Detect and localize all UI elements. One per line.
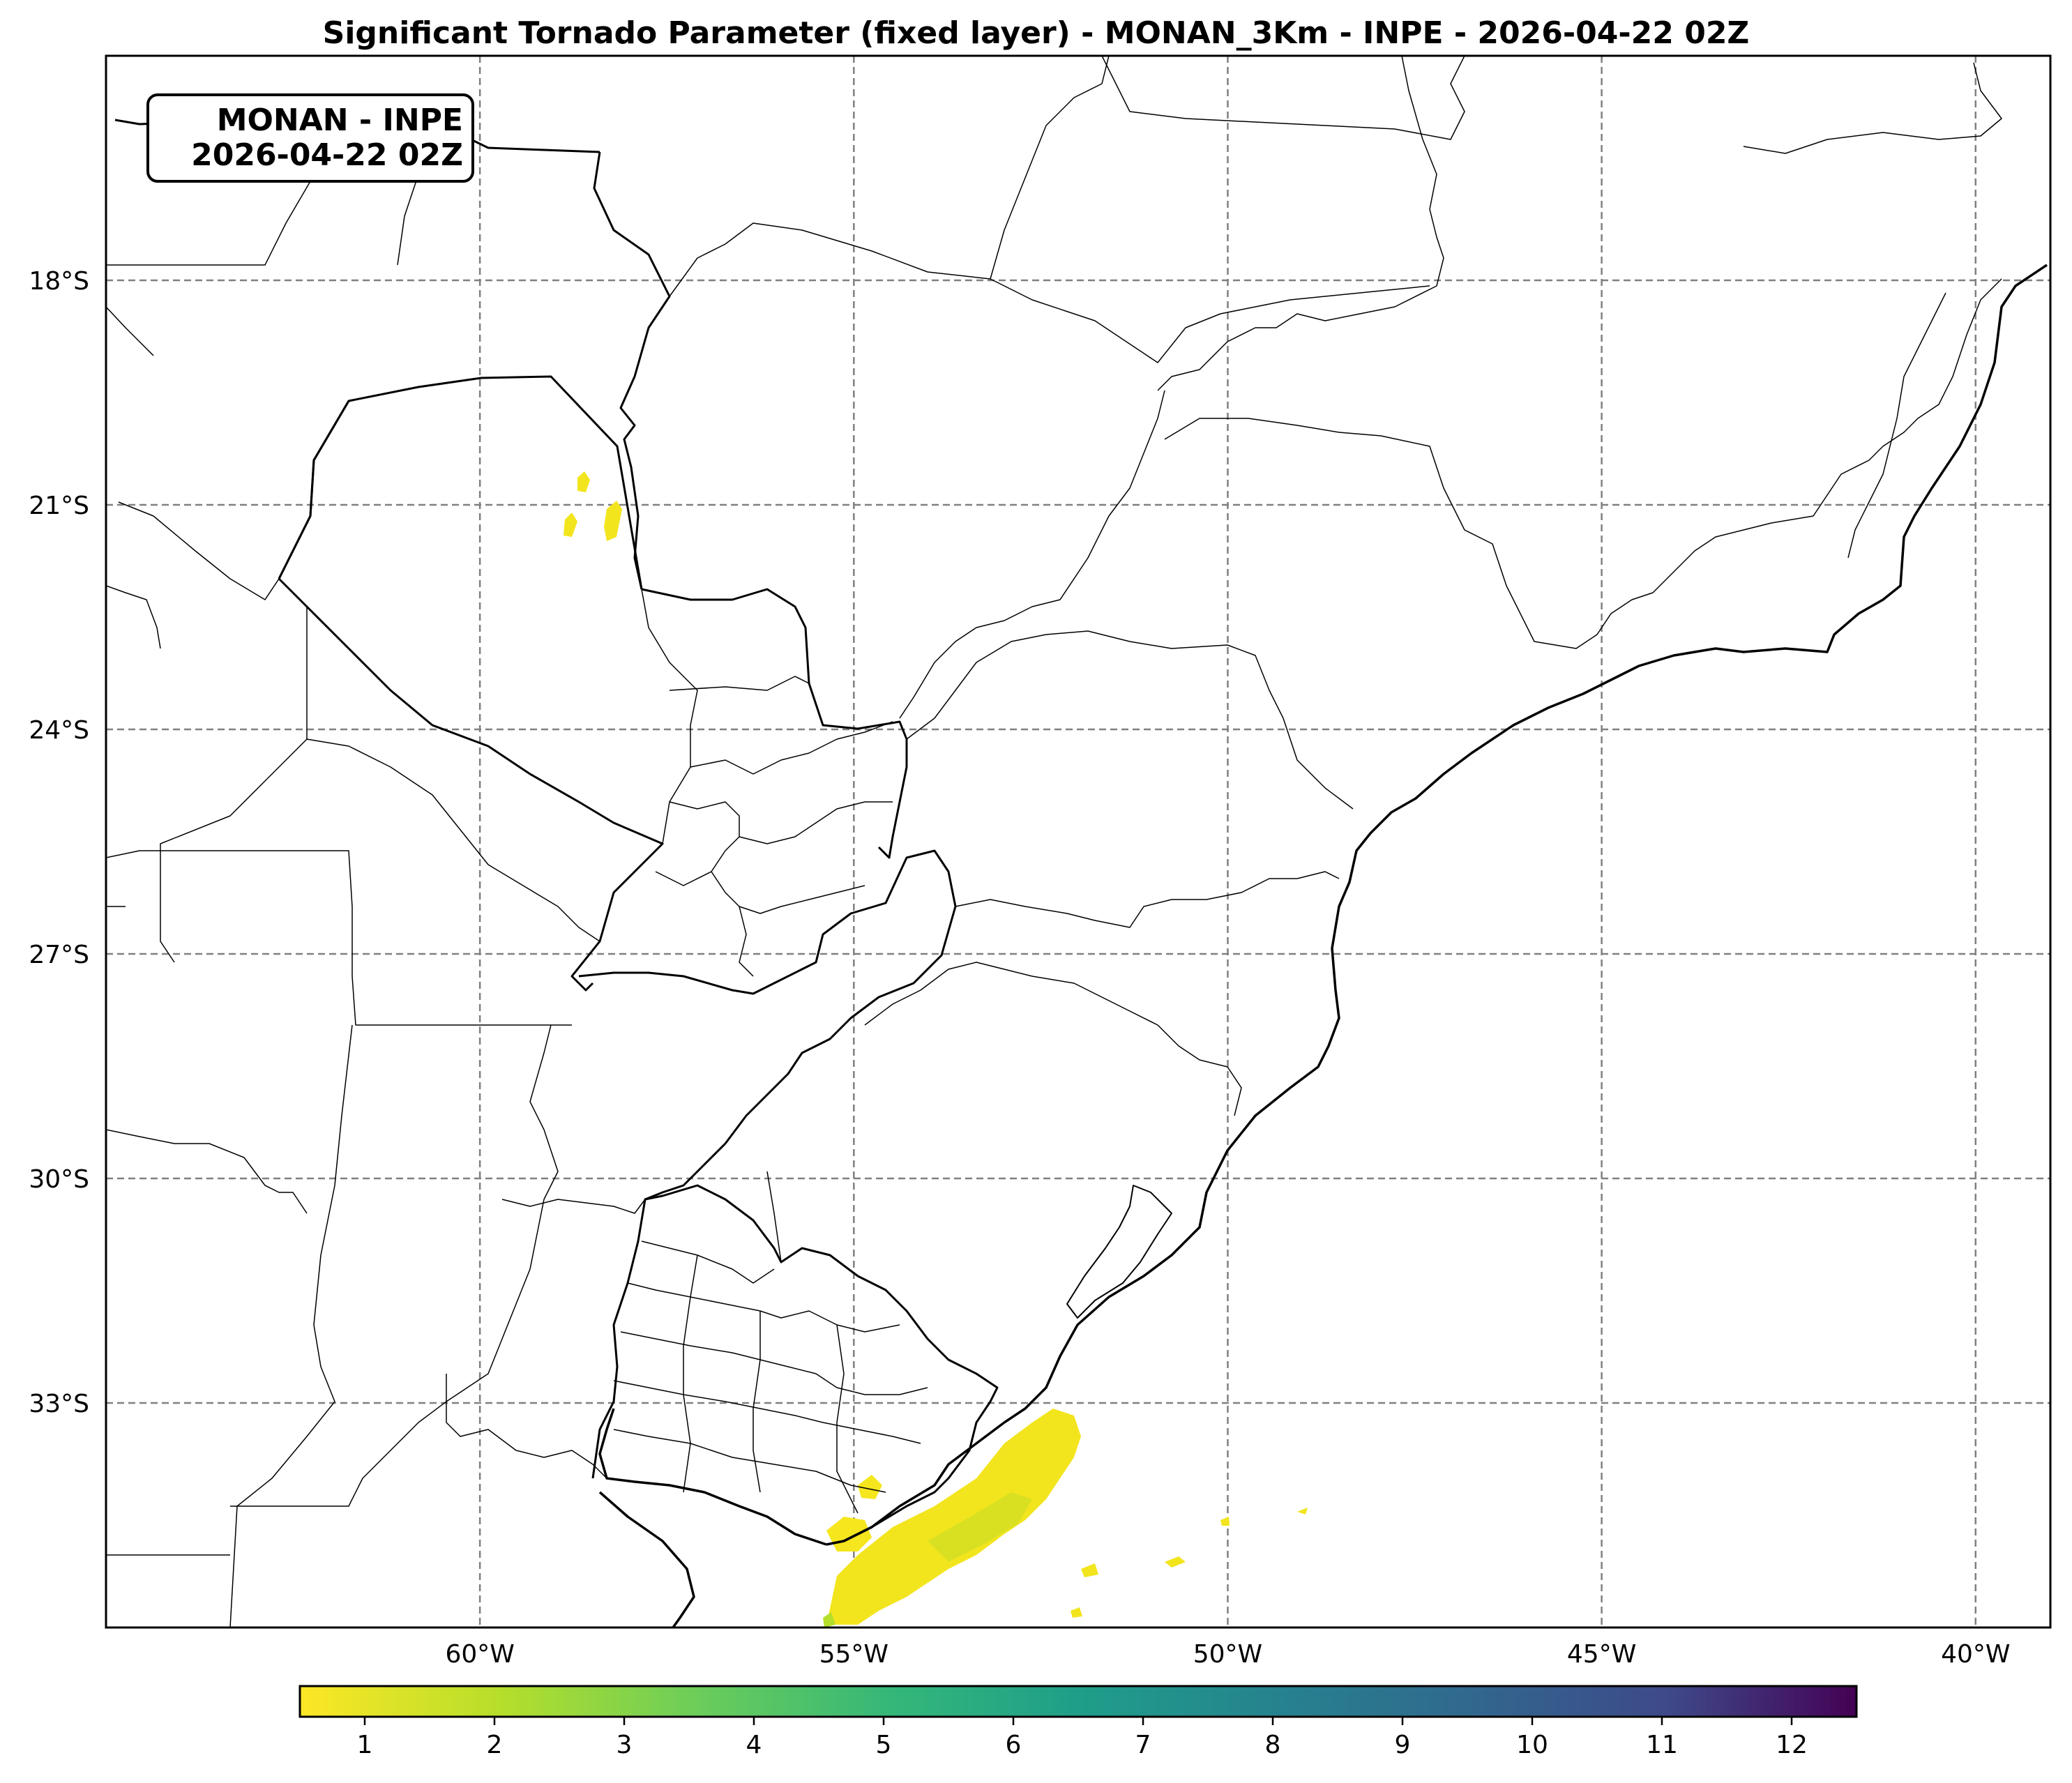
lat-tick-label: 30°S [29,1165,89,1194]
state-line-pr-sp [906,630,1354,810]
uruguay-departments-5 [613,1429,886,1493]
paraguay-south-border [278,577,664,992]
argentina-provinces-8 [501,1199,646,1214]
argentina-provinces-5 [229,1024,353,1628]
paraguay-departments-5 [739,801,893,844]
state-line-sp-mg [1164,278,2002,649]
stp-area-speck-3 [1071,1607,1082,1618]
rio-de-la-plata-coast [598,1408,827,1546]
colorbar-tick-label: 3 [617,1731,633,1759]
paraguay-bolivia-chaco-border [278,400,350,579]
info-box: MONAN - INPE 2026-04-22 02Z [146,93,474,183]
colorbar-tick-label: 2 [487,1731,503,1759]
gridlines [106,56,2050,1628]
uruguay-border [644,1184,999,1542]
stp-area-speck-5 [1220,1517,1230,1526]
argentina-provinces-1 [118,501,280,600]
lat-tick-label: 18°S [29,267,89,296]
argentina-provinces-9 [106,850,160,858]
paraguay-departments-2 [669,676,810,691]
paraguay-departments-1 [641,589,698,844]
argentina-provinces-6 [230,1024,559,1507]
paraguay-departments-6 [655,871,712,886]
state-line-mato-grosso [1101,56,1465,140]
state-line-ms-sp [899,390,1165,719]
uruguay-departments-1 [641,1240,775,1284]
state-line-mg-es [1847,292,1946,559]
colorbar-tick-label: 4 [746,1731,762,1759]
lon-tick-label: 60°W [445,1640,514,1669]
bolivia-departments-2 [106,585,161,649]
map-title: Significant Tornado Parameter (fixed lay… [322,15,1750,51]
lon-tick-label: 45°W [1567,1640,1636,1669]
lagoa-dos-patos [1066,1185,1172,1319]
uruguay-departments-4 [613,1380,921,1444]
stp-area-small-1 [858,1475,882,1499]
info-box-line2: 2026-04-22 02Z [191,137,463,173]
paraguay-departments-3 [690,721,893,775]
state-line-go-mg [1157,56,1444,391]
colorbar-gradient [298,1685,1858,1718]
state-line-sc-rs [864,962,1242,1116]
uruguay-departments-2 [627,1282,900,1333]
paraguay-departments-4 [669,801,865,914]
stp-area-south-core [928,1492,1032,1562]
stp-area-small-2 [823,1612,835,1628]
colorbar-tick-label: 11 [1646,1731,1678,1759]
uruguay-departments-8 [836,1324,859,1514]
lat-tick-label: 27°S [29,941,89,969]
stp-area-speck-2 [1081,1563,1098,1577]
colorbar-tick-label: 7 [1135,1731,1151,1759]
argentina-provinces-3 [306,738,600,942]
colorbar-tick-label: 1 [357,1731,373,1759]
latitude-labels: 18°S 21°S 24°S 27°S 30°S 33°S [29,267,89,1418]
argentina-provinces-7 [446,1374,607,1479]
argentina-coast-south [598,1491,695,1628]
colorbar-tick-label: 9 [1395,1731,1411,1759]
colorbar-tick-label: 12 [1776,1731,1808,1759]
lon-tick-label: 55°W [819,1640,888,1669]
uruguay-departments-7 [683,1254,698,1493]
stp-area-speck-1 [1165,1556,1186,1568]
map-area [106,56,2050,1628]
colorbar-tick-label: 6 [1006,1731,1022,1759]
stp-area-north-3 [604,501,622,541]
stp-area-south-main [826,1409,1081,1625]
uruguay-departments-6 [753,1311,761,1493]
colorbar-ticks: 1 2 3 4 5 6 7 8 9 10 11 12 [357,1717,1808,1759]
argentina-provinces-10 [106,1129,308,1214]
lat-tick-label: 21°S [29,492,89,520]
colorbar: 1 2 3 4 5 6 7 8 9 10 11 12 [298,1685,1858,1759]
stp-area-north-1 [577,471,590,492]
bolivia-departments-4 [106,306,154,356]
lat-tick-label: 24°S [29,716,89,745]
stp-area-north-2 [564,513,577,537]
map-frame [105,54,2052,1629]
uruguay-departments-3 [620,1331,928,1395]
lon-tick-label: 40°W [1941,1640,2010,1669]
brazil-bolivia-border [593,151,671,590]
rs-internal-1 [766,1171,782,1263]
state-line-mt-go [990,56,1110,280]
colorbar-tick-label: 8 [1265,1731,1281,1759]
info-box-line1: MONAN - INPE [216,103,463,138]
atlantic-coastline [826,264,2048,1546]
paraguay-departments-7 [739,906,754,977]
stp-area-speck-4 [1297,1508,1308,1515]
lon-tick-label: 50°W [1193,1640,1262,1669]
colorbar-tick-label: 10 [1516,1731,1548,1759]
colorbar-tick-label: 5 [876,1731,892,1759]
state-line-pr-sc [955,871,1340,928]
stp-shading [564,471,1308,1628]
argentina-provinces-4 [160,850,572,1026]
argentina-brazil-border [578,849,957,1479]
state-line-mg-ba [1743,62,2002,154]
state-line-ms-mt [669,222,1430,363]
lat-tick-label: 33°S [29,1390,89,1418]
brazil-paraguay-east-border [641,588,908,859]
longitude-labels: 60°W 55°W 50°W 45°W 40°W [445,1640,2010,1669]
argentina-provinces-2 [160,607,308,963]
